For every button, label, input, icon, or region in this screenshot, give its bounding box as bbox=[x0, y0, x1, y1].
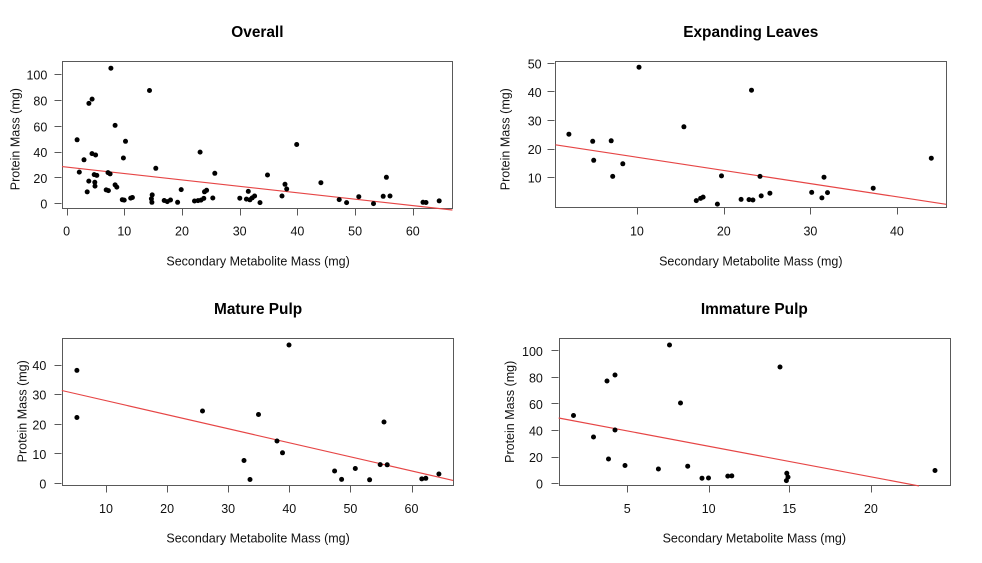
svg-text:Protein Mass (mg): Protein Mass (mg) bbox=[15, 360, 29, 462]
svg-text:40: 40 bbox=[33, 146, 47, 160]
svg-text:30: 30 bbox=[803, 224, 817, 238]
svg-text:10: 10 bbox=[630, 224, 644, 238]
svg-text:30: 30 bbox=[221, 502, 235, 516]
svg-text:0: 0 bbox=[39, 478, 46, 492]
svg-text:50: 50 bbox=[348, 224, 362, 238]
svg-text:10: 10 bbox=[117, 224, 131, 238]
svg-text:40: 40 bbox=[282, 502, 296, 516]
svg-text:100: 100 bbox=[26, 69, 47, 83]
svg-text:30: 30 bbox=[528, 115, 542, 129]
svg-text:60: 60 bbox=[405, 502, 419, 516]
svg-text:20: 20 bbox=[33, 172, 47, 186]
svg-text:Protein Mass (mg): Protein Mass (mg) bbox=[498, 88, 512, 190]
svg-text:Immature Pulp: Immature Pulp bbox=[701, 301, 808, 318]
svg-text:50: 50 bbox=[528, 58, 542, 72]
svg-text:10: 10 bbox=[528, 172, 542, 186]
svg-text:50: 50 bbox=[343, 502, 357, 516]
svg-text:Overall: Overall bbox=[231, 24, 283, 41]
svg-text:80: 80 bbox=[529, 371, 543, 385]
svg-text:80: 80 bbox=[33, 95, 47, 109]
svg-text:Secondary Metabolite Mass (mg): Secondary Metabolite Mass (mg) bbox=[659, 255, 842, 269]
svg-text:20: 20 bbox=[717, 224, 731, 238]
svg-text:Secondary Metabolite Mass (mg): Secondary Metabolite Mass (mg) bbox=[663, 532, 846, 546]
svg-text:Protein Mass (mg): Protein Mass (mg) bbox=[8, 88, 22, 190]
svg-text:20: 20 bbox=[529, 451, 543, 465]
svg-text:Secondary Metabolite Mass (mg): Secondary Metabolite Mass (mg) bbox=[166, 532, 349, 546]
svg-text:20: 20 bbox=[864, 502, 878, 516]
svg-text:60: 60 bbox=[33, 120, 47, 134]
svg-text:20: 20 bbox=[175, 224, 189, 238]
svg-text:0: 0 bbox=[63, 224, 70, 238]
svg-text:15: 15 bbox=[782, 502, 796, 516]
svg-text:Protein Mass (mg): Protein Mass (mg) bbox=[503, 361, 517, 463]
svg-text:Secondary Metabolite Mass (mg): Secondary Metabolite Mass (mg) bbox=[166, 255, 349, 269]
svg-text:10: 10 bbox=[702, 502, 716, 516]
svg-text:20: 20 bbox=[528, 143, 542, 157]
svg-text:Expanding Leaves: Expanding Leaves bbox=[683, 24, 818, 41]
svg-text:40: 40 bbox=[528, 86, 542, 100]
svg-text:0: 0 bbox=[40, 198, 47, 212]
svg-text:10: 10 bbox=[99, 502, 113, 516]
svg-text:60: 60 bbox=[529, 398, 543, 412]
svg-text:40: 40 bbox=[290, 224, 304, 238]
svg-text:20: 20 bbox=[32, 418, 46, 432]
svg-text:40: 40 bbox=[529, 425, 543, 439]
svg-text:10: 10 bbox=[32, 448, 46, 462]
svg-text:20: 20 bbox=[160, 502, 174, 516]
svg-text:40: 40 bbox=[890, 224, 904, 238]
svg-text:40: 40 bbox=[32, 359, 46, 373]
svg-text:0: 0 bbox=[536, 478, 543, 492]
svg-text:30: 30 bbox=[233, 224, 247, 238]
svg-text:5: 5 bbox=[624, 502, 631, 516]
svg-text:100: 100 bbox=[522, 345, 543, 359]
svg-text:Mature Pulp: Mature Pulp bbox=[214, 301, 302, 318]
svg-text:30: 30 bbox=[32, 389, 46, 403]
svg-text:60: 60 bbox=[406, 224, 420, 238]
